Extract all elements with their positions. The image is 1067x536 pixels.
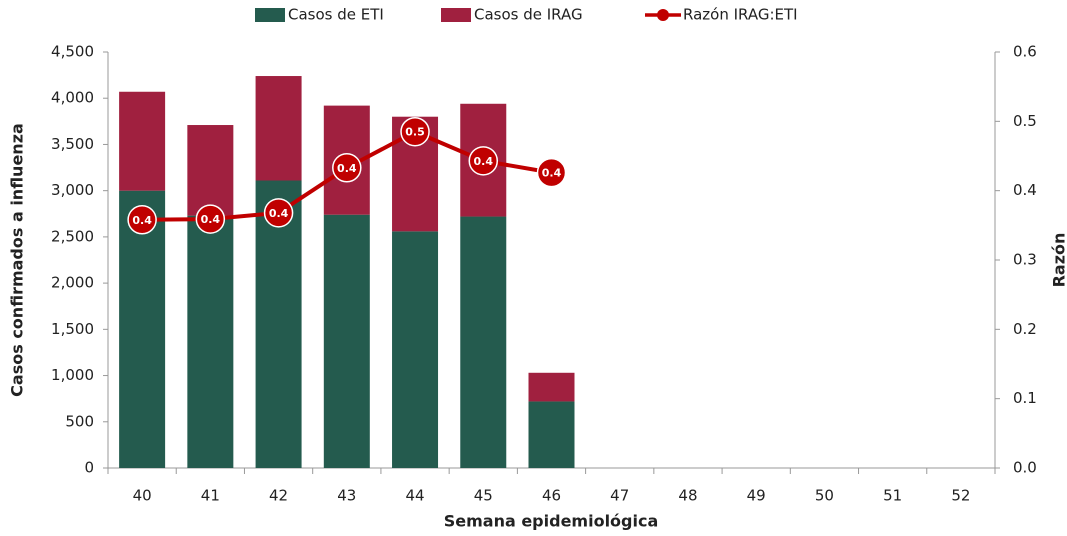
bar — [187, 125, 234, 216]
legend-swatch — [657, 9, 669, 21]
x-tick-label: 48 — [678, 487, 697, 505]
y-tick-label: 3,500 — [51, 135, 94, 153]
x-tick-label: 52 — [951, 487, 970, 505]
x-tick-label: 42 — [269, 487, 288, 505]
y2-tick-label: 0.3 — [1013, 251, 1037, 269]
bar — [119, 190, 166, 468]
data-label: 0.4 — [474, 155, 494, 168]
y-tick-label: 0 — [84, 459, 94, 477]
x-tick-label: 46 — [542, 487, 561, 505]
y2-tick-label: 0.1 — [1013, 389, 1037, 407]
bar — [528, 401, 575, 468]
ratio-marker — [332, 153, 362, 183]
bar — [187, 215, 234, 468]
bar — [323, 214, 370, 468]
x-tick-label: 49 — [747, 487, 766, 505]
ratio-marker — [400, 116, 430, 147]
y2-tick-label: 0.4 — [1013, 181, 1037, 199]
x-tick-label: 43 — [337, 487, 356, 505]
x-tick-label: 47 — [610, 487, 629, 505]
bar — [255, 76, 302, 181]
data-label: 0.4 — [337, 162, 357, 175]
legend-label: Razón IRAG:ETI — [683, 6, 798, 24]
bar — [255, 180, 302, 468]
x-tick-label: 50 — [815, 487, 834, 505]
data-label: 0.5 — [405, 126, 425, 139]
data-label: 0.4 — [542, 167, 562, 180]
x-tick-label: 51 — [883, 487, 902, 505]
x-tick-label: 40 — [133, 487, 152, 505]
data-label: 0.4 — [269, 207, 289, 220]
data-label: 0.4 — [132, 214, 152, 227]
y2-tick-label: 0.6 — [1013, 43, 1037, 61]
legend-label: Casos de IRAG — [474, 6, 583, 24]
ratio-marker — [468, 146, 499, 176]
x-axis-title: Semana epidemiológica — [444, 512, 659, 531]
y-tick-label: 1,000 — [51, 366, 94, 384]
x-tick-label: 45 — [474, 487, 493, 505]
bar — [528, 372, 575, 402]
data-label: 0.4 — [201, 213, 221, 226]
x-tick-label: 41 — [201, 487, 220, 505]
y-tick-label: 1,500 — [51, 320, 94, 338]
ratio-marker — [263, 198, 294, 228]
y-tick-label: 2,500 — [51, 227, 94, 245]
x-tick-label: 44 — [405, 487, 424, 505]
y-axis-title: Casos confirmados a influenza — [8, 123, 27, 397]
y-tick-label: 4,000 — [51, 89, 94, 107]
legend-label: Casos de ETI — [288, 6, 384, 24]
bar — [460, 216, 507, 468]
y-tick-label: 500 — [65, 412, 94, 430]
y2-axis-title: Razón — [1050, 233, 1067, 288]
ratio-marker — [127, 205, 157, 235]
ratio-marker — [536, 157, 567, 188]
y-tick-label: 3,000 — [51, 181, 94, 199]
y2-tick-label: 0.0 — [1013, 459, 1037, 477]
legend-swatch — [441, 8, 471, 22]
y2-tick-label: 0.5 — [1013, 112, 1037, 130]
y2-tick-label: 0.2 — [1013, 320, 1037, 338]
y-tick-label: 2,000 — [51, 274, 94, 292]
bar — [392, 231, 439, 468]
y-tick-label: 4,500 — [51, 43, 94, 61]
legend-swatch — [255, 8, 285, 22]
bar — [119, 91, 166, 191]
ratio-marker — [195, 204, 226, 234]
